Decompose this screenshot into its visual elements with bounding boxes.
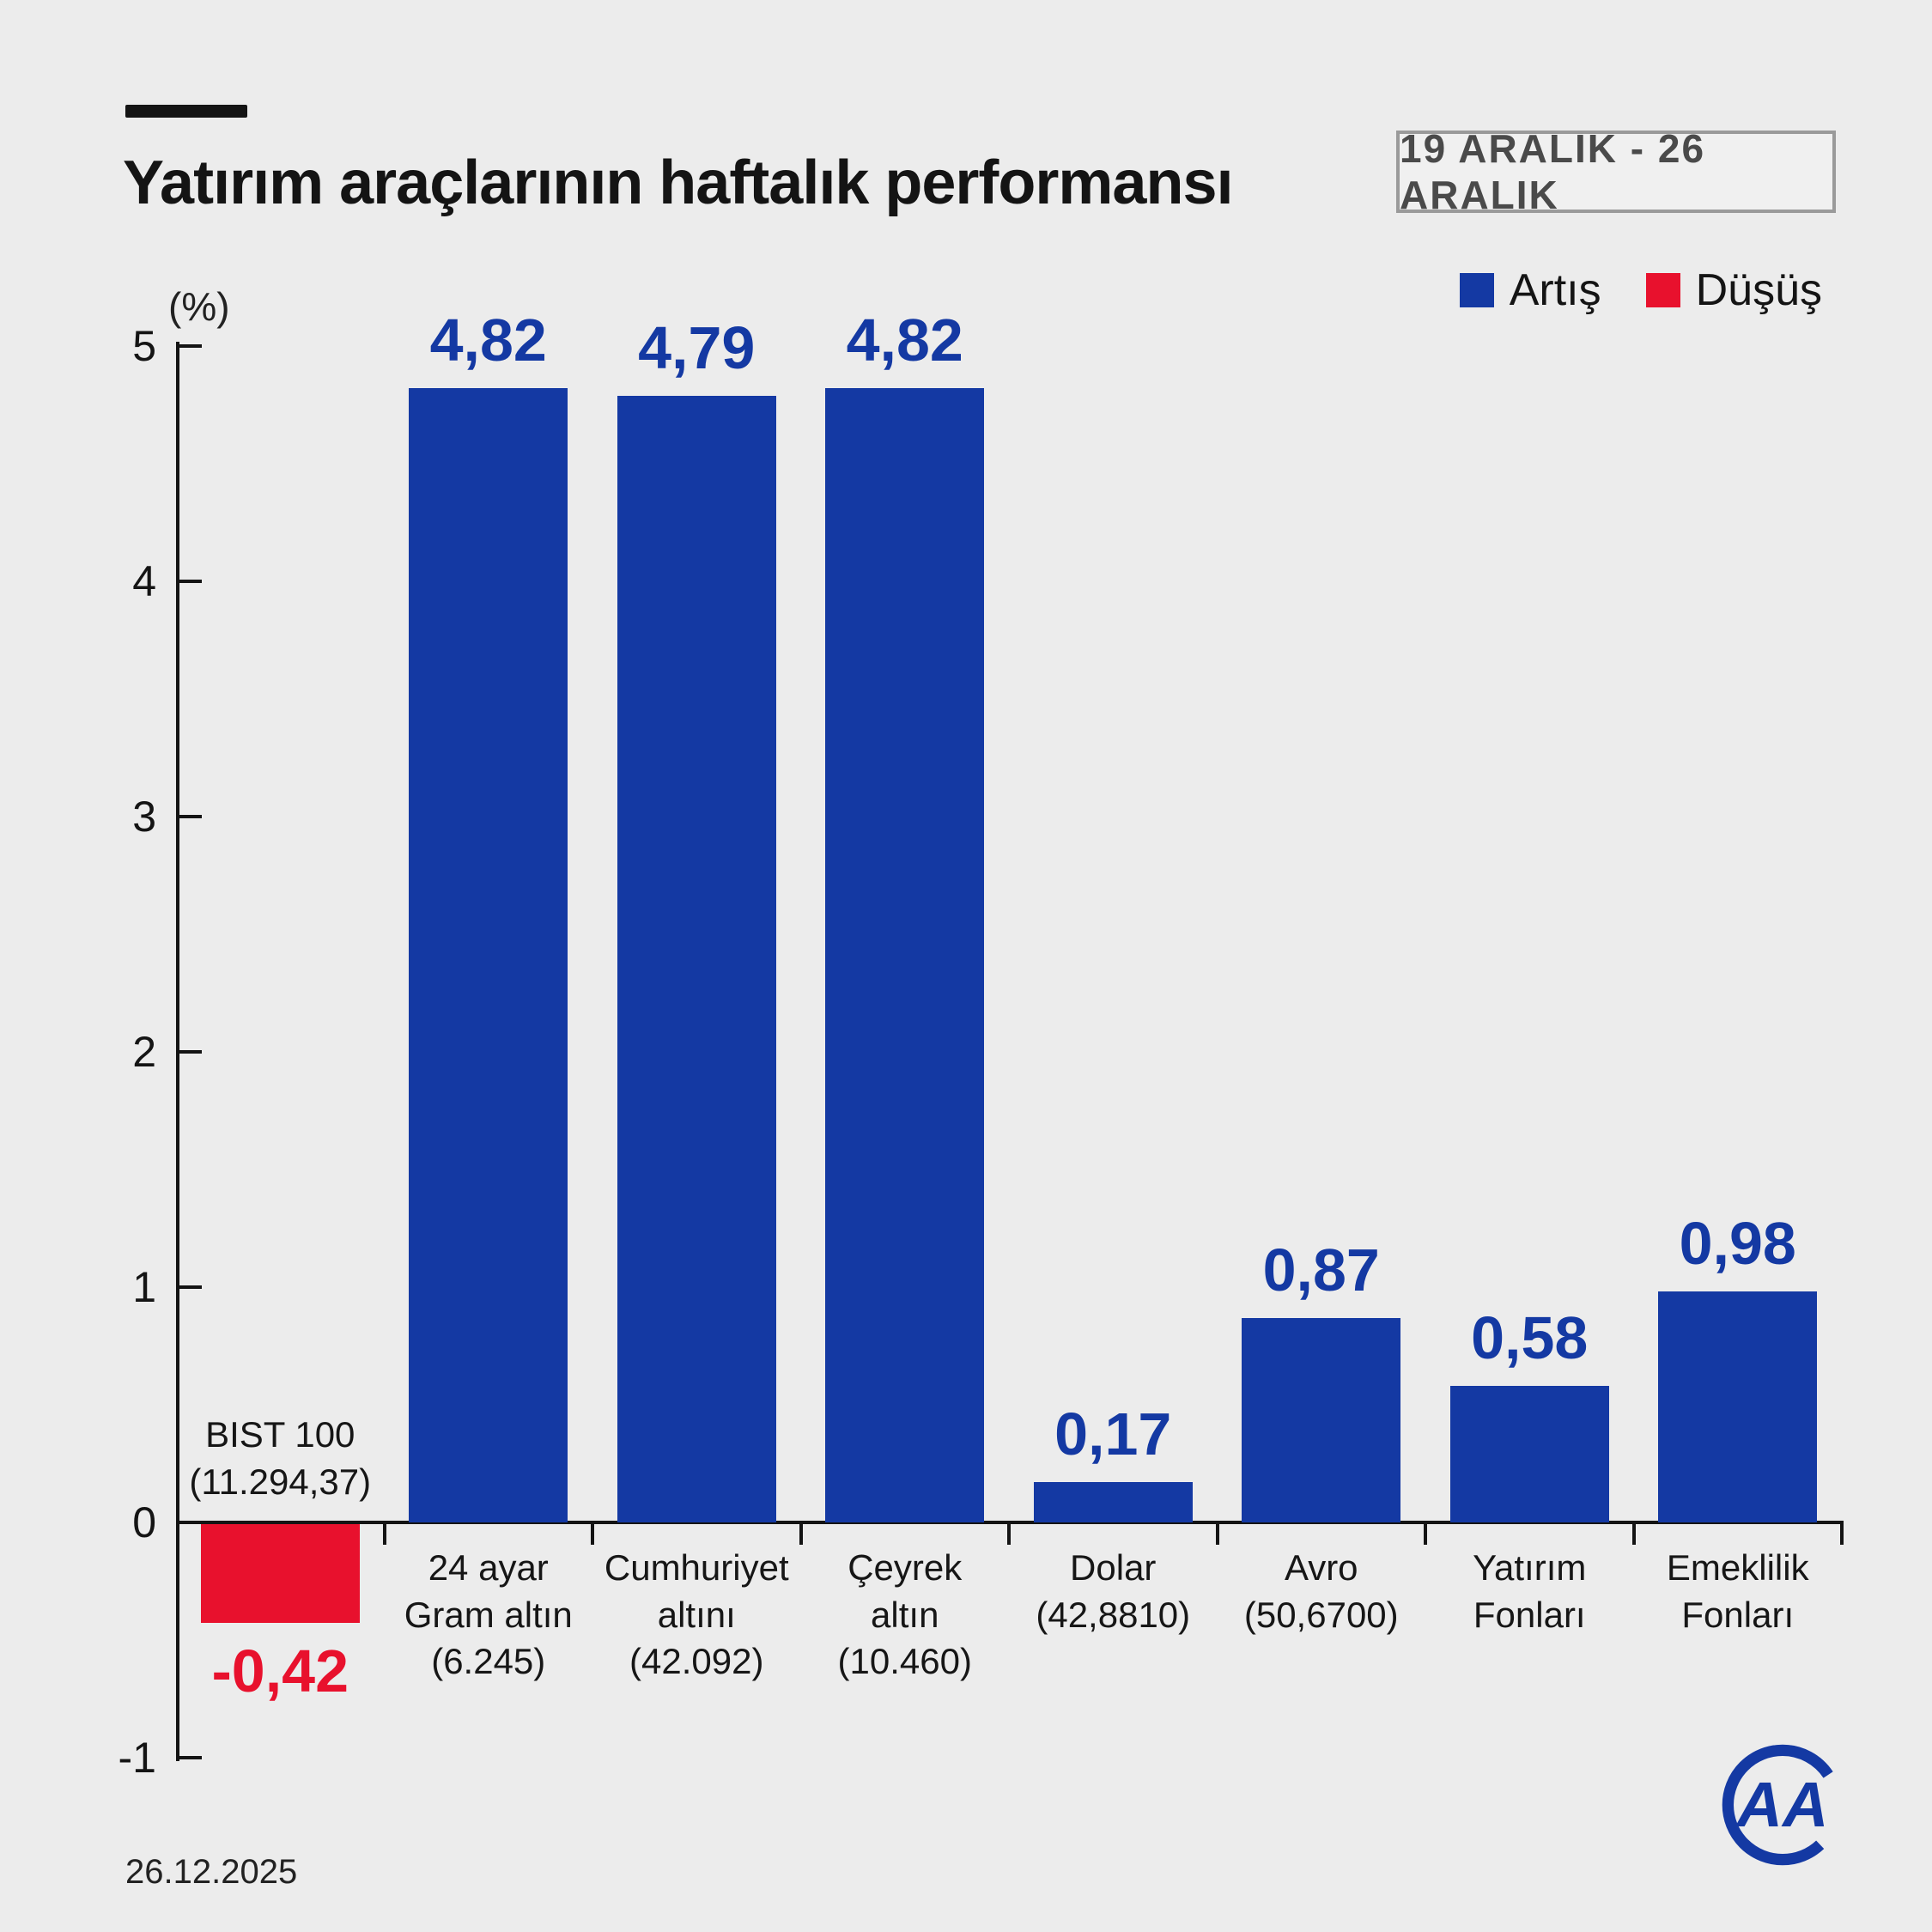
x-axis-tick (591, 1521, 594, 1545)
bar-category-label: Avro (50,6700) (1243, 1547, 1399, 1635)
y-axis-tick-label: 0 (132, 1498, 156, 1546)
period-badge: 19 ARALIK - 26 ARALIK (1396, 126, 1836, 217)
bar-category-label: Cumhuriyet altını (42.092) (604, 1547, 789, 1682)
bar-7 (1658, 1291, 1818, 1522)
bar-category-label: Çeyrek altın (10.460) (837, 1547, 972, 1682)
bar-value-label: 0,17 (1054, 1400, 1172, 1468)
legend-item-decrease: Düşüş (1645, 264, 1822, 316)
y-axis-tick (176, 1756, 202, 1759)
y-axis-tick-label: -1 (118, 1734, 156, 1782)
bar-value-label: -0,42 (211, 1637, 349, 1705)
x-axis-tick (382, 1521, 386, 1545)
bar-value-label: 4,79 (638, 313, 756, 381)
title-accent-dash (125, 105, 247, 118)
y-axis-tick (176, 580, 202, 583)
decrease-swatch-icon (1645, 273, 1680, 307)
y-axis-tick (176, 1521, 202, 1524)
agency-logo-circle (1722, 1744, 1844, 1866)
bar-value-label: 4,82 (429, 307, 547, 374)
bar-category-label: 24 ayar Gram altın (6.245) (404, 1547, 573, 1682)
bar-1 (409, 388, 568, 1522)
bar-category-label: Dolar (42,8810) (1036, 1547, 1191, 1635)
page-title: Yatırım araçlarının haftalık performansı (123, 149, 1233, 217)
period-badge-label: 19 ARALIK - 26 ARALIK (1400, 126, 1706, 217)
x-axis-tick (1424, 1521, 1427, 1545)
agency-logo-text: AA (1735, 1769, 1829, 1840)
legend: Artış Düşüş (1459, 264, 1822, 316)
bar-category-label: Yatırım Fonları (1473, 1547, 1587, 1635)
bar-3 (825, 388, 985, 1522)
x-axis-tick (1007, 1521, 1011, 1545)
y-axis-tick (176, 1050, 202, 1054)
y-axis-tick-label: 1 (132, 1263, 156, 1311)
bar-value-label: 0,87 (1262, 1236, 1380, 1303)
x-axis-tick (1631, 1521, 1636, 1545)
bar-category-label: Emeklilik Fonları (1666, 1547, 1809, 1635)
bar-category-label: BIST 100 (11.294,37) (189, 1413, 372, 1502)
bar-0 (200, 1524, 360, 1624)
y-axis-unit-label: (%) (168, 284, 230, 329)
legend-item-increase: Artış (1459, 264, 1601, 316)
x-axis-tick (1840, 1521, 1844, 1545)
legend-increase-label: Artış (1509, 265, 1601, 315)
bar-value-label: 0,98 (1679, 1210, 1796, 1278)
y-axis-tick (176, 344, 202, 348)
x-axis-tick (799, 1521, 803, 1545)
bar-4 (1033, 1482, 1193, 1522)
agency-logo: AA (1722, 1744, 1844, 1866)
bar-value-label: 4,82 (846, 307, 963, 374)
bar-6 (1449, 1386, 1609, 1522)
y-axis-tick (176, 1285, 202, 1289)
publication-date: 26.12.2025 (125, 1853, 298, 1891)
bar-5 (1242, 1317, 1401, 1522)
x-axis-tick (1215, 1521, 1219, 1545)
y-axis-tick (176, 815, 202, 818)
y-axis-tick-label: 5 (132, 322, 156, 370)
y-axis-tick-label: 4 (132, 557, 156, 605)
legend-decrease-label: Düşüş (1695, 265, 1822, 315)
bar-2 (617, 395, 776, 1522)
y-axis-tick-label: 3 (132, 793, 156, 841)
y-axis-tick-label: 2 (132, 1028, 156, 1076)
increase-swatch-icon (1459, 273, 1494, 307)
bar-value-label: 0,58 (1471, 1304, 1589, 1372)
